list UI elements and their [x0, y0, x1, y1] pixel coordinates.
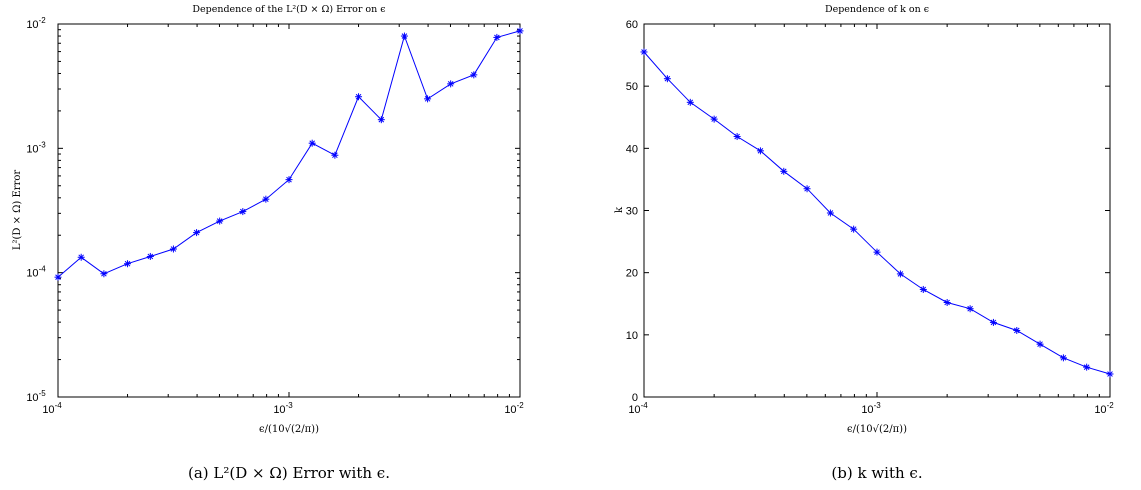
chart-b-data-point	[850, 225, 858, 233]
chart-a-data-point	[193, 229, 201, 237]
chart-a-data-point	[262, 195, 270, 203]
chart-b-xlabel: ϵ/(10√(2/π))	[847, 424, 907, 435]
chart-b-data-point	[1106, 370, 1114, 378]
chart-b-xtick-label: 10-3	[861, 401, 881, 416]
chart-a-data-point	[124, 260, 132, 268]
chart-b-data-point	[663, 75, 671, 83]
chart-a-xtick-label: 10-2	[504, 401, 524, 416]
chart-b-data-point	[919, 285, 927, 293]
chart-a-xtick-label: 10-3	[273, 401, 293, 416]
error-chart: Dependence of the L²(D × Ω) Error on ϵ 1…	[12, 4, 524, 482]
chart-b-ylabel: k	[614, 206, 625, 213]
chart-b-data-point	[686, 98, 694, 106]
chart-a-data-point	[308, 139, 316, 147]
chart-a-data-point	[400, 32, 408, 40]
chart-a-data-point	[377, 116, 385, 124]
chart-a-ytick-label: 10-4	[26, 265, 46, 280]
chart-b-data-point	[896, 270, 904, 278]
chart-b-caption: (b) k with ϵ.	[831, 464, 922, 482]
chart-a-ytick-label: 10-2	[26, 16, 46, 31]
chart-a-data-point	[424, 95, 432, 103]
chart-b-data-point	[756, 147, 764, 155]
chart-a-data-point	[169, 245, 177, 253]
chart-b-xtick-label: 10-4	[628, 401, 648, 416]
chart-a-data-point	[285, 176, 293, 184]
chart-a-data-point	[239, 208, 247, 216]
chart-b-ytick-label: 60	[626, 19, 638, 31]
chart-a-data-point	[146, 252, 154, 260]
chart-b-ytick-label: 0	[632, 392, 638, 404]
chart-b-data-point	[640, 48, 648, 56]
chart-b-data-point	[1036, 340, 1044, 348]
chart-b-ytick-label: 20	[626, 268, 638, 280]
chart-a-data-point	[470, 71, 478, 79]
chart-a-data-point	[493, 33, 501, 41]
chart-b-data-point	[1083, 363, 1091, 371]
chart-b-data-point	[943, 299, 951, 307]
chart-a-ytick-label: 10-3	[26, 140, 46, 155]
chart-a-plot-frame	[57, 23, 521, 398]
chart-b-title: Dependence of k on ϵ	[825, 4, 929, 15]
chart-b-ytick-label: 30	[626, 206, 638, 218]
chart-b-data-point	[710, 115, 718, 123]
chart-b-data-point	[733, 133, 741, 141]
chart-b-ytick-label: 50	[626, 81, 638, 93]
chart-a-ylabel: L²(D × Ω) Error	[12, 170, 23, 251]
chart-a-ytick-label: 10-5	[26, 389, 46, 404]
chart-a-xlabel: ϵ/(10√(2/π))	[259, 424, 319, 435]
chart-b-xtick-label: 10-2	[1094, 401, 1114, 416]
chart-b-data-point	[1059, 354, 1067, 362]
chart-b-data-point	[826, 209, 834, 217]
chart-b-data-point	[873, 248, 881, 256]
chart-b-data-point	[966, 305, 974, 313]
chart-b-series-line	[643, 51, 1111, 375]
chart-a-data-point	[331, 151, 339, 159]
chart-a-data-point	[355, 93, 363, 101]
chart-b-ytick-label: 40	[626, 143, 638, 155]
chart-a-data-point	[447, 80, 455, 88]
chart-a-data-point	[54, 273, 62, 281]
chart-b-data-point	[803, 185, 811, 193]
chart-b-data-point	[1013, 326, 1021, 334]
k-chart: Dependence of k on ϵ 0 10 20 30 40 50 60 10-4 1…	[614, 4, 1114, 482]
chart-a-data-point	[100, 270, 108, 278]
chart-b-data-point	[780, 167, 788, 175]
chart-a-series-line	[57, 30, 521, 278]
chart-a-data-point	[216, 217, 224, 225]
chart-a-caption: (a) L²(D × Ω) Error with ϵ.	[188, 464, 390, 482]
chart-a-data-point	[516, 27, 524, 35]
chart-a-data-point	[77, 253, 85, 261]
chart-a-xtick-label: 10-4	[42, 401, 62, 416]
chart-a-title: Dependence of the L²(D × Ω) Error on ϵ	[192, 4, 385, 15]
chart-b-ytick-label: 10	[626, 330, 638, 342]
chart-b-data-point	[989, 318, 997, 326]
